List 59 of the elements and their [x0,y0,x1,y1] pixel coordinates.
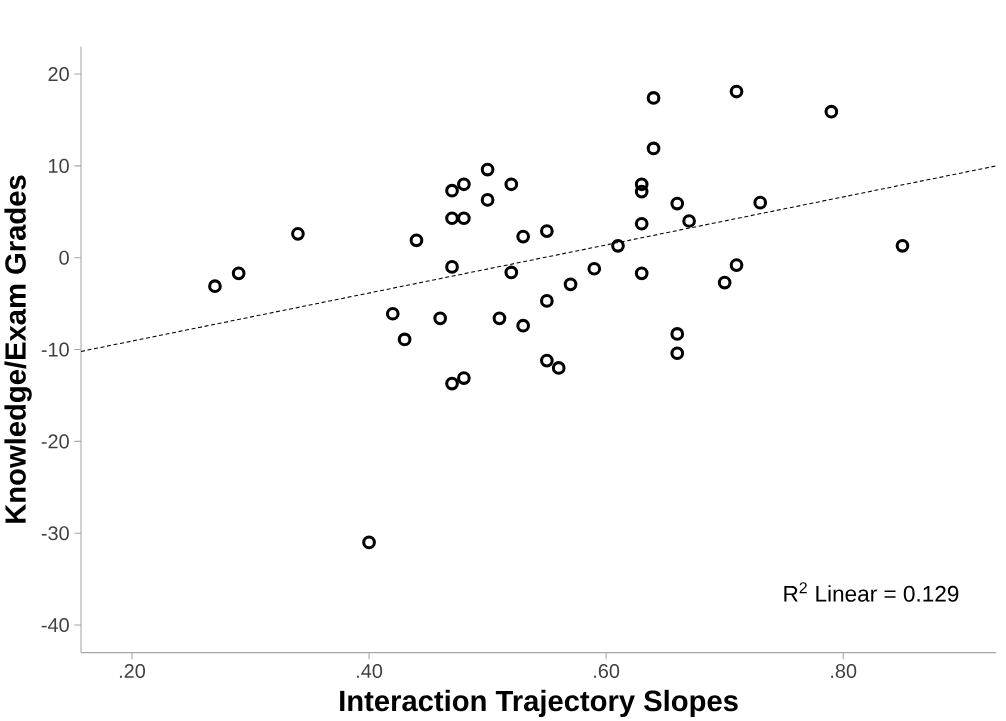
point [634,177,649,191]
point [753,195,768,210]
point [397,332,412,347]
point [457,370,471,385]
point [492,311,507,325]
point [670,346,685,360]
y-tick-label: 10 [49,158,69,173]
point [717,275,732,290]
x-tick-label: .20 [119,663,146,678]
point [457,177,471,191]
y-tick-label: -40 [41,617,69,632]
point [729,258,744,272]
y-tick-label: -20 [41,434,69,449]
y-tick-label: 0 [59,250,69,265]
point [551,360,566,375]
point [646,90,661,105]
x-tick-label: .80 [831,663,857,678]
point [729,84,744,99]
point [445,259,459,274]
point [504,177,519,191]
point [231,266,246,280]
point [445,376,459,391]
point [824,104,839,119]
point [670,196,685,211]
point [516,229,531,244]
x-axis-title: Interaction Trajectory Slopes [340,689,738,717]
point [516,318,531,333]
point [587,261,602,276]
point [540,224,554,238]
point [445,183,459,198]
point [646,141,661,156]
point [445,211,459,225]
point [563,277,578,291]
point [480,192,495,207]
point [540,293,554,308]
point [433,311,448,325]
point [634,216,649,231]
point [504,265,519,280]
point [670,326,685,341]
point [611,238,625,253]
x-tick-label: .40 [357,663,383,678]
x-tick-label: .60 [594,663,620,678]
point [682,213,696,228]
point [634,266,649,280]
point [362,535,376,550]
point [208,279,222,293]
point [409,233,424,247]
point [291,226,305,241]
point [895,238,910,253]
y-axis-title: Knowledge/Exam Grades [4,175,32,523]
point [457,211,471,225]
point [540,353,554,368]
y-tick-label: -30 [41,525,69,541]
annotation: R$^{2}$ Linear = 0.129 [784,581,959,602]
point [634,184,649,199]
y-tick-label: 20 [48,66,69,81]
y-tick-label: -10 [41,342,69,357]
point [480,162,495,177]
point [385,306,400,321]
